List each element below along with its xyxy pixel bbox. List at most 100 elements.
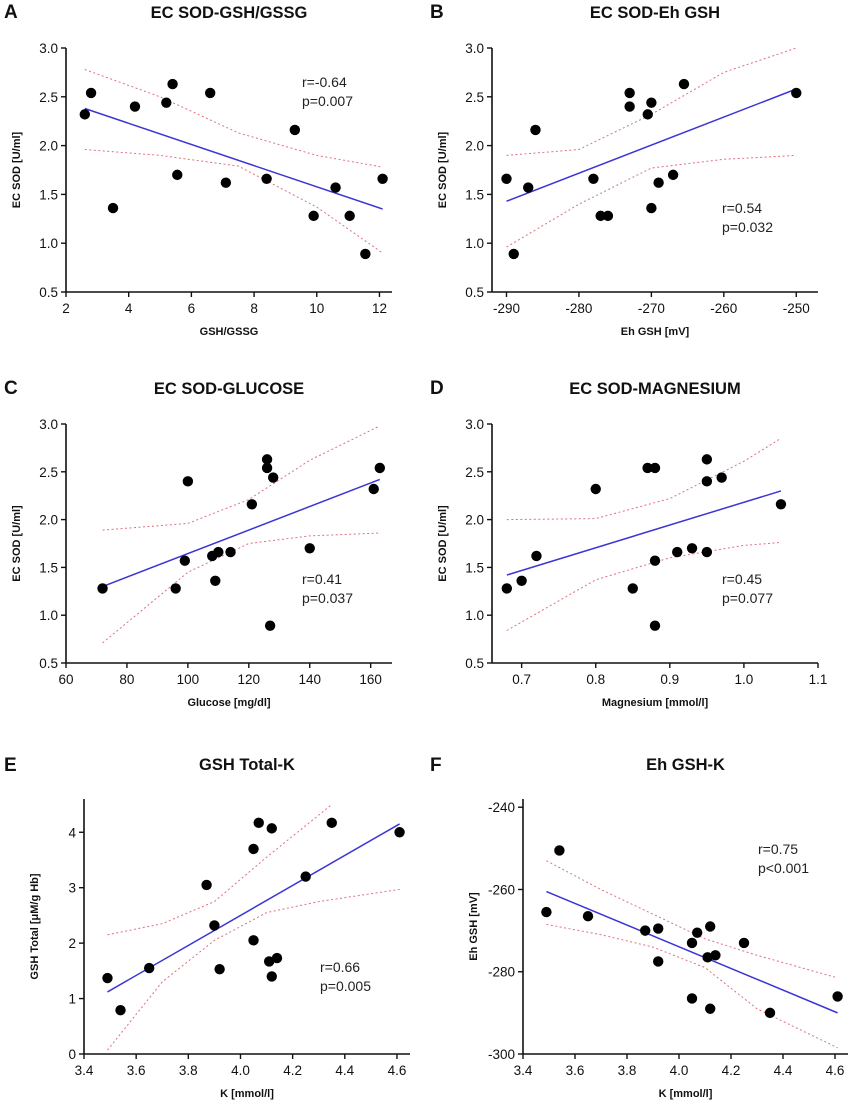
x-axis-title: K [mmol/l]	[220, 1088, 274, 1100]
data-point	[791, 87, 802, 99]
data-point	[261, 173, 272, 184]
data-point	[686, 937, 698, 949]
x-tick-label: 4.6	[826, 1063, 845, 1078]
data-point	[220, 177, 232, 188]
data-point	[170, 583, 181, 594]
confidence-band-upper	[546, 860, 838, 979]
data-point	[304, 543, 315, 554]
data-point	[582, 911, 594, 922]
data-point	[248, 935, 259, 946]
data-point	[213, 546, 224, 558]
data-point	[144, 962, 155, 974]
x-tick-label: 4.2	[722, 1063, 741, 1078]
stat-p-value: p=0.032	[722, 219, 773, 235]
confidence-band-upper	[506, 437, 782, 521]
data-point	[705, 1003, 716, 1014]
data-point	[214, 963, 225, 975]
x-tick-label: 3.4	[514, 1063, 533, 1078]
panel-letter: B	[430, 2, 444, 23]
data-point	[702, 952, 713, 963]
y-tick-label: 1.5	[39, 187, 58, 202]
y-tick-label: -300	[488, 1047, 515, 1062]
data-point	[368, 483, 379, 495]
data-point	[646, 202, 657, 214]
confidence-band-lower	[84, 149, 383, 254]
y-axis-title: EC SOD [U/ml]	[11, 131, 23, 208]
data-point	[266, 823, 277, 834]
data-point	[588, 173, 599, 184]
chart-title: Eh GSH-K	[646, 756, 725, 774]
data-point	[642, 462, 653, 474]
x-tick-label: 3.8	[618, 1063, 637, 1078]
data-point	[692, 927, 703, 938]
chart-panel-c: C EC SOD-GLUCOSE 0.5 1.0 1.5 2.0 2.5 3.0 60 80 100…	[4, 378, 392, 709]
data-point	[261, 454, 273, 465]
data-point	[554, 845, 565, 856]
y-tick-label: 1.5	[465, 560, 484, 575]
data-point	[360, 248, 371, 260]
confidence-band-lower	[107, 888, 400, 1051]
confidence-band-lower	[102, 532, 380, 644]
x-tick-label: -250	[783, 301, 810, 316]
y-tick-label: 0.5	[39, 656, 58, 671]
chart-panel-e: E GSH Total-K 0 1 2 3 4 3.4 3.6 3.8 4.0 4.2 4.4 4.6 K …	[4, 755, 410, 1100]
x-tick-label: 120	[238, 672, 261, 687]
data-point	[667, 169, 679, 181]
confidence-band-upper	[102, 425, 381, 531]
x-tick-label: 0.9	[660, 672, 679, 687]
x-tick-label: 140	[298, 672, 321, 687]
data-point	[225, 546, 236, 558]
x-tick-label: 100	[177, 672, 200, 687]
data-point	[646, 97, 657, 108]
chart-title: EC SOD-GLUCOSE	[154, 380, 304, 398]
data-point	[172, 169, 183, 181]
y-tick-label: 2.5	[39, 465, 58, 480]
y-tick-label: 2.5	[39, 90, 58, 105]
data-point	[701, 546, 713, 558]
data-point	[590, 483, 601, 495]
data-point	[374, 462, 386, 474]
data-point	[271, 952, 283, 964]
x-tick-label: 3.8	[179, 1063, 198, 1078]
regression-line	[506, 490, 782, 576]
data-point	[102, 972, 113, 984]
data-point	[308, 210, 319, 222]
y-tick-label: 2	[68, 936, 76, 951]
panel-letter: C	[4, 378, 18, 399]
data-point	[624, 87, 635, 99]
panel-letter: E	[4, 755, 17, 776]
x-tick-label: 3.6	[127, 1063, 146, 1078]
data-point	[182, 476, 194, 487]
data-point	[501, 173, 512, 184]
stat-p-value: p<0.001	[758, 860, 809, 876]
y-tick-label: 1	[68, 992, 76, 1007]
data-point	[209, 920, 220, 931]
x-tick-label: 4.6	[388, 1063, 407, 1078]
data-point	[266, 971, 277, 982]
panel-letter: F	[430, 755, 442, 776]
y-axis-title: EC SOD [U/ml]	[437, 131, 449, 208]
data-point	[79, 109, 91, 120]
stat-r-value: r=0.41	[302, 571, 342, 587]
data-point	[775, 499, 787, 510]
confidence-band-upper	[84, 69, 383, 168]
x-tick-label: -280	[565, 301, 592, 316]
y-tick-label: 0.5	[465, 285, 484, 300]
x-tick-label: 4.4	[774, 1063, 793, 1078]
chart-panel-f: F Eh GSH-K -300 -280 -260 -240 3.4 3.6 3.8 4.0 4.2…	[430, 755, 848, 1100]
y-tick-label: 0.5	[39, 285, 58, 300]
data-point	[701, 476, 713, 487]
data-point	[738, 937, 750, 949]
data-point	[624, 101, 635, 112]
y-tick-label: 2.0	[39, 139, 58, 154]
y-tick-label: 1.0	[39, 608, 58, 623]
data-point	[179, 555, 191, 566]
data-point	[649, 620, 661, 631]
x-tick-label: 1.0	[735, 672, 754, 687]
data-point	[710, 950, 721, 961]
data-point	[530, 124, 541, 136]
chart-panel-a: A EC SOD-GSH/GSSG 0.5 1.0 1.5 2.0 2.5 3.0 2 4 6 8 10…	[4, 2, 392, 338]
y-tick-label: 3.0	[39, 417, 58, 432]
data-point	[653, 956, 664, 967]
